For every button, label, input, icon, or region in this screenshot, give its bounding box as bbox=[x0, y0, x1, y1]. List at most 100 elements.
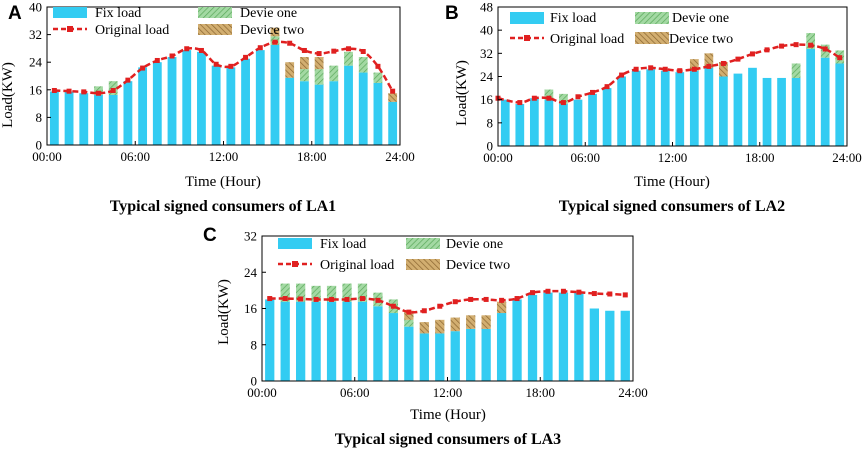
bar-fix-load bbox=[404, 326, 414, 381]
panel-letter: B bbox=[445, 3, 459, 24]
legend-swatch-device-one bbox=[198, 7, 232, 18]
original-load-point bbox=[287, 40, 293, 46]
y-tick-label: 24 bbox=[29, 55, 43, 70]
y-tick-label: 32 bbox=[244, 229, 257, 244]
bar-fix-load bbox=[806, 48, 816, 147]
bar-fix-load bbox=[344, 65, 353, 145]
bar-device-two bbox=[285, 62, 295, 78]
x-tick-label: 06:00 bbox=[570, 150, 600, 165]
bar-fix-load bbox=[543, 292, 553, 381]
bar-device-one bbox=[342, 283, 352, 302]
bar-device-one bbox=[559, 93, 568, 105]
bar-fix-load bbox=[558, 292, 569, 381]
bar-fix-load bbox=[500, 99, 510, 146]
y-tick-label: 8 bbox=[251, 337, 258, 352]
legend-swatch-device-one bbox=[406, 238, 440, 249]
bar-fix-load bbox=[791, 77, 801, 146]
bar-device-two bbox=[314, 57, 324, 70]
original-load-point bbox=[546, 95, 552, 101]
bar-fix-load bbox=[496, 313, 507, 381]
original-load-point bbox=[316, 51, 322, 57]
y-tick-label: 24 bbox=[480, 69, 494, 84]
bar-device-one bbox=[329, 65, 339, 82]
bar-fix-load bbox=[311, 301, 321, 381]
bar-fix-load bbox=[326, 301, 337, 381]
bar-device-two bbox=[388, 93, 398, 102]
bar-device-one bbox=[791, 63, 801, 78]
y-tick-label: 16 bbox=[29, 82, 43, 97]
legend-swatch-device-two bbox=[406, 259, 440, 270]
bar-fix-load bbox=[544, 99, 554, 146]
bar-fix-load bbox=[481, 328, 491, 381]
original-load-point bbox=[560, 100, 566, 106]
legend-label-device-two: Device two bbox=[240, 23, 304, 38]
x-tick-label: 12:00 bbox=[209, 149, 239, 164]
bar-fix-load bbox=[296, 301, 306, 381]
original-load-point bbox=[591, 291, 597, 297]
bar-device-one bbox=[806, 33, 816, 49]
x-tick-label: 24:00 bbox=[385, 149, 415, 164]
legend-label-device-one: Devie one bbox=[240, 6, 297, 21]
original-load-point bbox=[360, 49, 366, 55]
original-load-point bbox=[267, 296, 273, 302]
original-load-point bbox=[499, 297, 505, 303]
x-tick-label: 12:00 bbox=[658, 150, 688, 165]
bar-fix-load bbox=[342, 301, 352, 381]
original-load-point bbox=[517, 100, 523, 106]
bar-fix-load bbox=[94, 94, 103, 145]
bar-fix-load bbox=[108, 94, 118, 145]
bar-fix-load bbox=[285, 77, 295, 145]
legend-marker-original bbox=[67, 26, 73, 32]
original-load-point bbox=[257, 45, 263, 51]
bar-device-two bbox=[435, 319, 445, 334]
original-load-point bbox=[213, 61, 219, 67]
original-load-point bbox=[633, 66, 639, 72]
original-load-point bbox=[375, 63, 381, 69]
original-load-point bbox=[301, 47, 307, 53]
bar-device-two bbox=[450, 317, 460, 332]
bar-fix-load bbox=[835, 63, 845, 146]
y-tick-label: 8 bbox=[487, 115, 494, 130]
plot-area: 0 8 16 24 32 40 00:00 06:00 12:00 18:00 24:00 bbox=[29, 0, 415, 164]
bar-fix-load bbox=[631, 70, 641, 146]
bar-device-one bbox=[326, 285, 337, 302]
bar-fix-load bbox=[733, 73, 743, 146]
bar-fix-load bbox=[197, 51, 206, 145]
original-load-point bbox=[808, 42, 814, 48]
bar-device-two bbox=[719, 62, 728, 77]
bar-fix-load bbox=[605, 310, 615, 381]
original-load-point bbox=[622, 292, 628, 298]
original-load-point bbox=[184, 46, 190, 52]
original-load-point bbox=[822, 46, 828, 52]
bar-device-two bbox=[689, 59, 699, 71]
bar-fix-load bbox=[373, 82, 383, 145]
bar-fix-load bbox=[762, 77, 772, 146]
bar-fix-load bbox=[314, 84, 324, 145]
bar-device-two bbox=[466, 315, 476, 329]
original-load-point bbox=[375, 297, 381, 303]
original-load-point bbox=[51, 87, 57, 93]
original-load-point bbox=[346, 46, 352, 52]
legend-label-device-two: Device two bbox=[446, 258, 510, 273]
y-axis-title: Load(KW) bbox=[454, 60, 470, 126]
bar-fix-load bbox=[719, 76, 728, 146]
bar-fix-load bbox=[388, 313, 399, 381]
bar-fix-load bbox=[226, 67, 236, 145]
chart-title: Typical signed consumers of LA3 bbox=[335, 431, 561, 448]
y-tick-label: 40 bbox=[480, 23, 493, 38]
original-load-point bbox=[619, 72, 625, 78]
bar-fix-load bbox=[329, 81, 339, 145]
x-axis-title: Time (Hour) bbox=[185, 174, 261, 190]
original-load-point bbox=[243, 54, 249, 60]
original-load-point bbox=[390, 88, 396, 94]
original-load-point bbox=[531, 95, 537, 101]
original-load-point bbox=[331, 48, 337, 54]
original-load-point bbox=[648, 65, 654, 71]
bar-fix-load bbox=[450, 331, 460, 381]
y-tick-label: 48 bbox=[480, 0, 493, 15]
panel-letter: A bbox=[8, 3, 22, 24]
panel-letter: C bbox=[203, 225, 217, 246]
bar-fix-load bbox=[64, 91, 74, 145]
x-tick-label: 18:00 bbox=[745, 150, 775, 165]
original-load-point bbox=[95, 90, 101, 96]
